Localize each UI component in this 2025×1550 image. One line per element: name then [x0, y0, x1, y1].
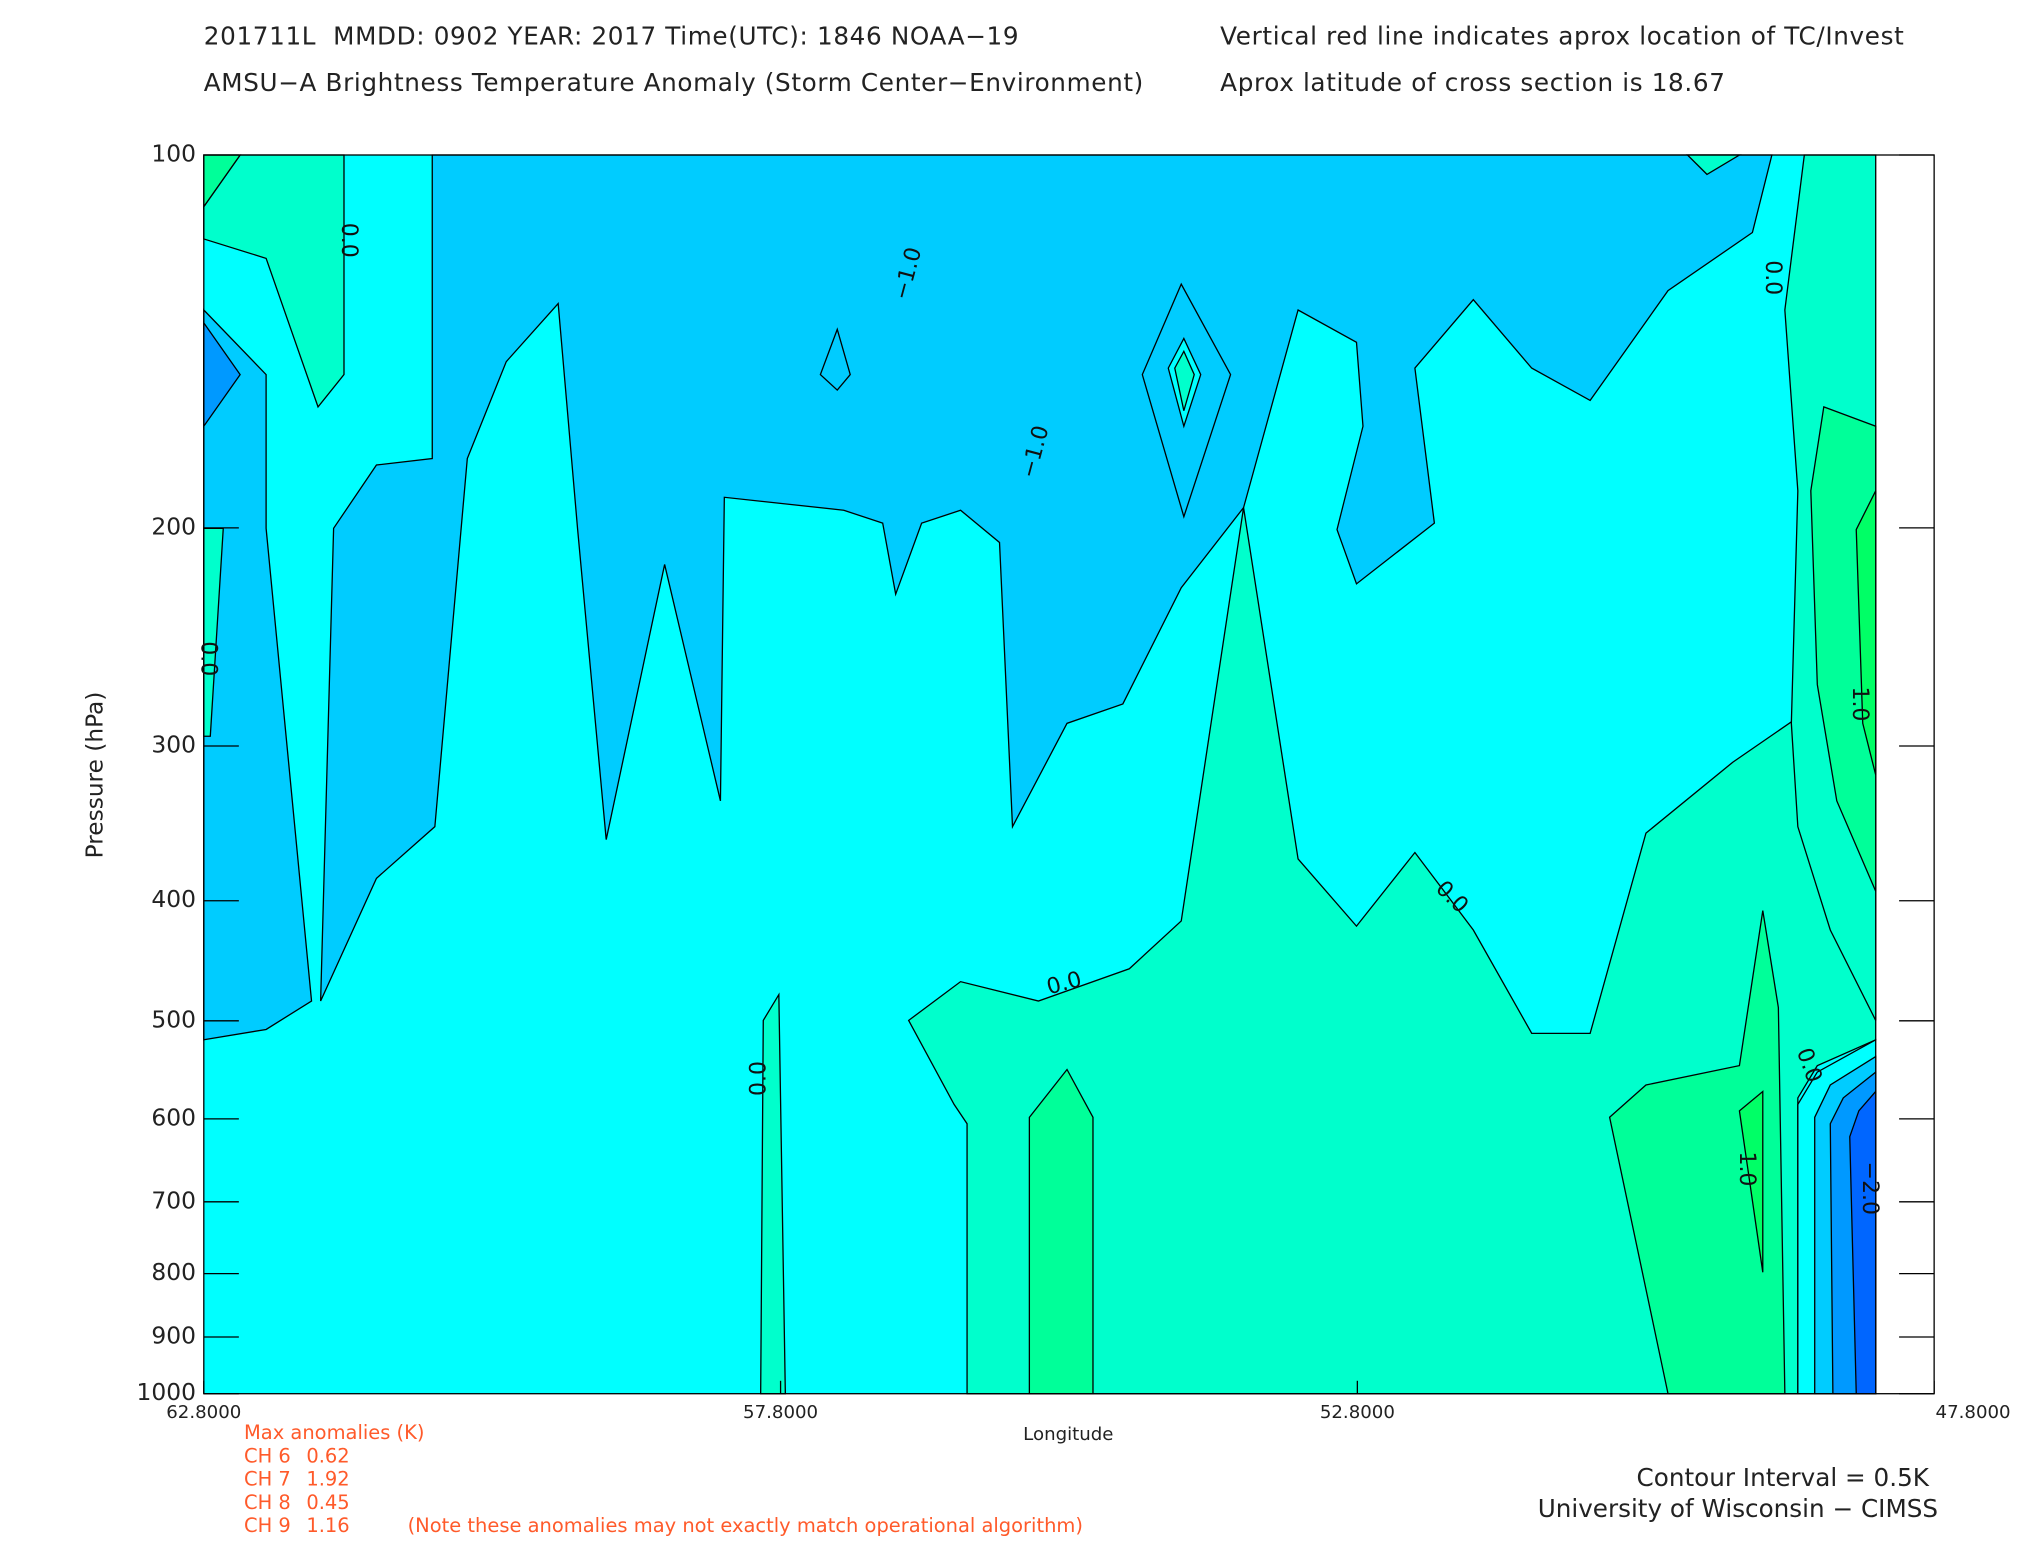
contour-field [203, 154, 1935, 1395]
x-tick-label: 62.8000 [166, 1402, 241, 1423]
contour-fill [1849, 1089, 1877, 1395]
y-tick-label: 100 [151, 141, 196, 168]
x-tick-label: 52.8000 [1320, 1402, 1395, 1423]
contour-fill [1174, 349, 1195, 411]
x-axis-title: Longitude [1023, 1424, 1113, 1445]
contour-fill [1855, 490, 1877, 776]
anomaly-value: 1.16 [306, 1514, 349, 1537]
footer-line: Contour Interval = 0.5K [1637, 1463, 1930, 1492]
contour-fill [1738, 1090, 1764, 1273]
anomaly-channel: CH 8 [244, 1491, 291, 1514]
y-tick-label: 200 [151, 513, 196, 540]
y-tick-label: 400 [151, 886, 196, 913]
anomaly-note: (Note these anomalies may not exactly ma… [408, 1514, 1083, 1537]
anomaly-channel: CH 6 [244, 1445, 291, 1468]
contour-label: 0.0 [196, 641, 221, 676]
contour-fill [1608, 910, 1786, 1395]
contour-label: −2.0 [1857, 1162, 1882, 1215]
contour-label: 1.0 [1847, 687, 1872, 722]
contour-fill [819, 327, 851, 392]
y-tick-label: 900 [151, 1323, 196, 1350]
header-line: Aprox latitude of cross section is 18.67 [1220, 68, 1725, 97]
header-line: Vertical red line indicates aprox locati… [1220, 21, 1904, 50]
contour-fill [319, 154, 1773, 1002]
contour-label: 0.0 [336, 223, 361, 258]
x-tick-label: 47.8000 [1936, 1402, 2011, 1423]
y-tick-label: 500 [151, 1006, 196, 1033]
y-tick-label: 800 [151, 1259, 196, 1286]
y-tick-label: 700 [151, 1187, 196, 1214]
y-tick-label: 300 [151, 732, 196, 759]
y-tick-label: 1000 [137, 1379, 196, 1406]
anomaly-value: 1.92 [306, 1468, 349, 1491]
plot-frame [203, 154, 1935, 1395]
anomaly-channel: CH 9 [244, 1514, 291, 1537]
contour-label: 1.0 [1734, 1152, 1759, 1187]
anomaly-channel: CH 7 [244, 1468, 291, 1491]
contour-fill [1028, 1068, 1094, 1395]
contour-label: 0.0 [1760, 260, 1785, 295]
header-line: 201711L MMDD: 0902 YEAR: 2017 Time(UTC):… [204, 21, 1019, 50]
header-line: AMSU−A Brightness Temperature Anomaly (S… [204, 68, 1144, 97]
x-tick-label: 57.8000 [743, 1402, 818, 1423]
anomaly-value: 0.62 [306, 1445, 349, 1468]
anomaly-title: Max anomalies (K) [244, 1421, 424, 1444]
anomaly-value: 0.45 [306, 1491, 349, 1514]
y-tick-label: 600 [151, 1104, 196, 1131]
footer-line: University of Wisconsin − CIMSS [1538, 1494, 1938, 1523]
no-data [1875, 155, 1935, 1394]
contour-label: 0.0 [746, 1061, 771, 1096]
y-axis-title: Pressure (hPa) [82, 692, 109, 859]
